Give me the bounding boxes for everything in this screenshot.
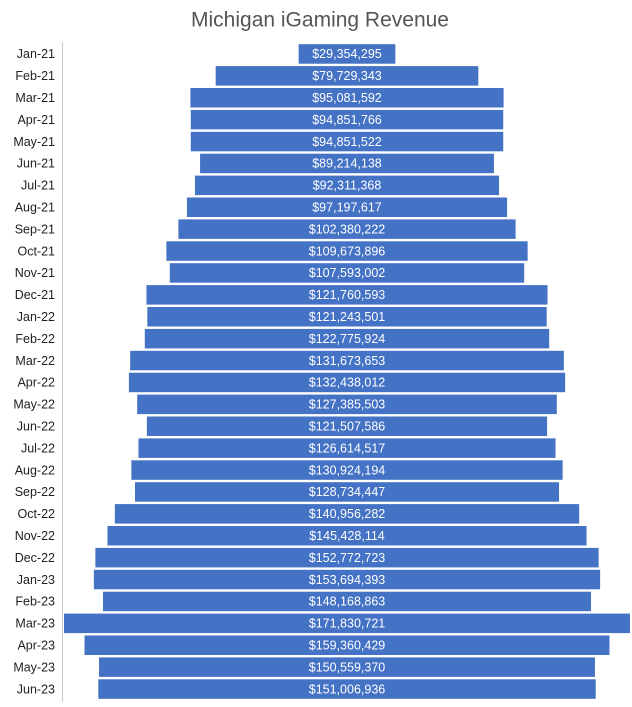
- y-tick-label: May-22: [13, 398, 55, 412]
- value-label: $107,593,002: [309, 266, 386, 280]
- bar: [102, 591, 592, 612]
- value-label: $159,360,429: [309, 639, 386, 653]
- value-label: $153,694,393: [309, 573, 386, 587]
- y-tick-label: Oct-22: [17, 507, 55, 521]
- value-label: $79,729,343: [312, 69, 382, 83]
- value-label: $171,830,721: [309, 617, 386, 631]
- y-tick-label: Mar-23: [15, 617, 55, 631]
- value-label: $150,559,370: [309, 660, 386, 674]
- bar: [298, 44, 396, 64]
- bar: [84, 635, 610, 655]
- bar: [93, 569, 601, 590]
- bar: [137, 394, 557, 415]
- bar: [166, 241, 528, 261]
- value-label: $29,354,295: [312, 47, 382, 61]
- y-tick-label: Oct-21: [17, 244, 55, 258]
- y-tick-label: Apr-23: [17, 639, 55, 653]
- bar: [98, 679, 596, 699]
- value-label: $92,311,368: [313, 179, 382, 193]
- y-tick-label: Mar-21: [15, 91, 55, 105]
- value-label: $89,214,138: [312, 157, 382, 171]
- y-tick-label: Feb-22: [15, 332, 55, 346]
- y-tick-label: Jan-22: [17, 310, 55, 324]
- bar: [190, 131, 504, 152]
- y-tick-label: Apr-21: [17, 113, 55, 127]
- bar: [128, 372, 566, 393]
- y-tick-label: Jan-21: [17, 47, 55, 61]
- value-label: $145,428,114: [309, 529, 385, 543]
- bar: [64, 613, 630, 634]
- y-tick-label: May-21: [13, 135, 55, 149]
- y-tick-label: Feb-23: [15, 595, 55, 609]
- y-tick-label: Feb-21: [15, 69, 55, 83]
- y-tick-label: Sep-22: [15, 485, 55, 499]
- value-label: $94,851,766: [312, 113, 382, 127]
- bar: [194, 175, 500, 196]
- y-tick-label: Aug-22: [15, 463, 55, 477]
- y-tick-label: Jul-21: [21, 179, 55, 193]
- chart-title: Michigan iGaming Revenue: [191, 9, 449, 32]
- y-tick-label: Mar-22: [15, 354, 55, 368]
- value-label: $94,851,522: [312, 135, 382, 149]
- bar: [186, 197, 508, 217]
- y-tick-label: Jun-23: [17, 682, 55, 696]
- value-label: $132,438,012: [309, 376, 386, 390]
- bar: [169, 263, 525, 283]
- bar: [146, 285, 548, 305]
- value-label: $128,734,447: [309, 485, 386, 499]
- y-tick-label: Nov-21: [15, 266, 55, 280]
- bar: [114, 504, 580, 524]
- bar: [200, 153, 494, 174]
- value-label: $109,673,896: [309, 244, 386, 258]
- y-tick-label: Jul-22: [21, 441, 55, 455]
- value-label: $130,924,194: [309, 463, 386, 477]
- value-label: $102,380,222: [309, 222, 386, 236]
- value-label: $97,197,617: [312, 201, 382, 215]
- y-tick-label: Sep-21: [15, 222, 55, 236]
- y-tick-label: Aug-21: [15, 201, 55, 215]
- bar: [190, 88, 504, 108]
- y-tick-label: Jan-23: [17, 573, 55, 587]
- value-label: $121,760,593: [309, 288, 386, 302]
- value-label: $131,673,653: [309, 354, 386, 368]
- value-label: $152,772,723: [309, 551, 386, 565]
- value-label: $148,168,863: [309, 595, 386, 609]
- bar: [131, 460, 563, 480]
- bar: [178, 219, 516, 239]
- value-label: $127,385,503: [309, 398, 386, 412]
- bar: [138, 438, 556, 458]
- bar: [147, 307, 547, 327]
- value-label: $95,081,592: [312, 91, 382, 105]
- bar: [215, 66, 479, 86]
- value-label: $121,243,501: [309, 310, 386, 324]
- value-label: $121,507,586: [309, 420, 386, 434]
- y-tick-label: May-23: [13, 660, 55, 674]
- y-tick-label: Dec-21: [15, 288, 55, 302]
- bar: [99, 657, 595, 677]
- y-tick-label: Jun-22: [17, 420, 55, 434]
- y-tick-label: Dec-22: [15, 551, 55, 565]
- bar: [107, 526, 587, 546]
- value-label: $140,956,282: [309, 507, 386, 521]
- bar: [146, 416, 548, 436]
- bar: [95, 547, 599, 568]
- y-tick-label: Jun-21: [17, 157, 55, 171]
- value-label: $122,775,924: [309, 332, 386, 346]
- bar: [144, 328, 550, 349]
- value-label: $126,614,517: [309, 441, 386, 455]
- value-label: $151,006,936: [309, 682, 386, 696]
- bar: [130, 350, 564, 371]
- y-tick-label: Nov-22: [15, 529, 55, 543]
- y-tick-label: Apr-22: [17, 376, 55, 390]
- bar: [190, 109, 504, 130]
- bar: [134, 482, 560, 502]
